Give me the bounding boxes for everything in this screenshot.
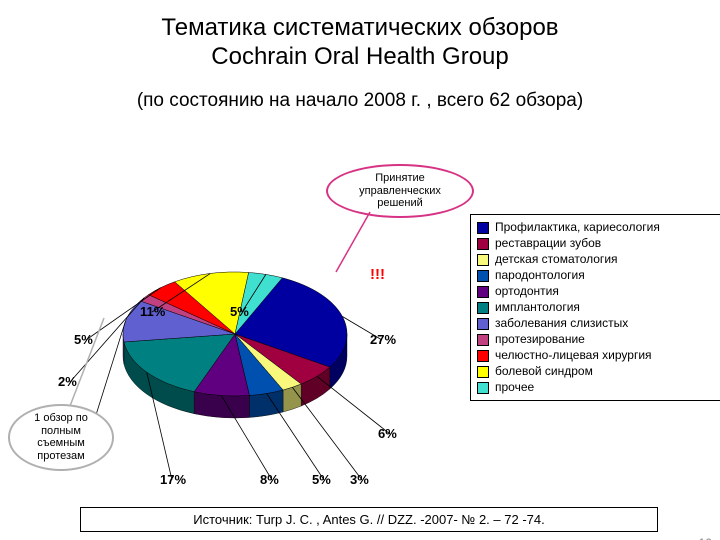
legend-label: заболевания слизистых xyxy=(495,316,628,331)
pie-pct-label: 17% xyxy=(160,472,186,487)
legend-label: челюстно-лицевая хирургия xyxy=(495,348,652,363)
legend-item: ортодонтия xyxy=(477,284,720,299)
legend-label: протезирование xyxy=(495,332,585,347)
chart-area: Принятие управленческих решений !!! 27%6… xyxy=(30,164,690,494)
slide-title: Тематика систематических обзоров Cochrai… xyxy=(0,14,720,72)
legend-swatch xyxy=(477,350,489,362)
title-line-1: Тематика систематических обзоров xyxy=(161,14,558,41)
legend-label: ортодонтия xyxy=(495,284,559,299)
legend-swatch xyxy=(477,238,489,250)
pie-pct-label: 6% xyxy=(378,426,397,441)
legend-item: протезирование xyxy=(477,332,720,347)
legend-label: имплантология xyxy=(495,300,580,315)
source-citation: Источник: Turp J. C. , Antes G. // DZZ. … xyxy=(80,507,658,532)
legend-swatch xyxy=(477,366,489,378)
pie-pct-label: 5% xyxy=(230,304,249,319)
pie-pct-label: 3% xyxy=(350,472,369,487)
legend-label: детская стоматология xyxy=(495,252,618,267)
pie-pct-label: 5% xyxy=(312,472,331,487)
legend-swatch xyxy=(477,270,489,282)
legend-label: пародонтология xyxy=(495,268,585,283)
page-number: 10 xyxy=(699,536,712,540)
chart-legend: Профилактика, кариесологияреставрации зу… xyxy=(470,214,720,401)
legend-swatch xyxy=(477,302,489,314)
legend-swatch xyxy=(477,222,489,234)
legend-label: реставрации зубов xyxy=(495,236,601,251)
legend-item: прочее xyxy=(477,380,720,395)
slide-subtitle: (по состоянию на начало 2008 г. , всего … xyxy=(0,90,720,112)
legend-item: болевой синдром xyxy=(477,364,720,379)
legend-item: имплантология xyxy=(477,300,720,315)
legend-swatch xyxy=(477,254,489,266)
pie-pct-label: 8% xyxy=(260,472,279,487)
legend-item: детская стоматология xyxy=(477,252,720,267)
legend-label: Профилактика, кариесология xyxy=(495,220,660,235)
legend-swatch xyxy=(477,286,489,298)
callout-bottom-line xyxy=(62,314,122,414)
legend-item: реставрации зубов xyxy=(477,236,720,251)
legend-item: челюстно-лицевая хирургия xyxy=(477,348,720,363)
legend-swatch xyxy=(477,318,489,330)
legend-label: прочее xyxy=(495,380,534,395)
legend-label: болевой синдром xyxy=(495,364,593,379)
legend-item: Профилактика, кариесология xyxy=(477,220,720,235)
legend-item: заболевания слизистых xyxy=(477,316,720,331)
title-line-2: Cochrain Oral Health Group xyxy=(211,43,508,70)
legend-item: пародонтология xyxy=(477,268,720,283)
legend-swatch xyxy=(477,334,489,346)
pie-pct-label: 27% xyxy=(370,332,396,347)
legend-swatch xyxy=(477,382,489,394)
pie-pct-label: 11% xyxy=(140,304,165,319)
